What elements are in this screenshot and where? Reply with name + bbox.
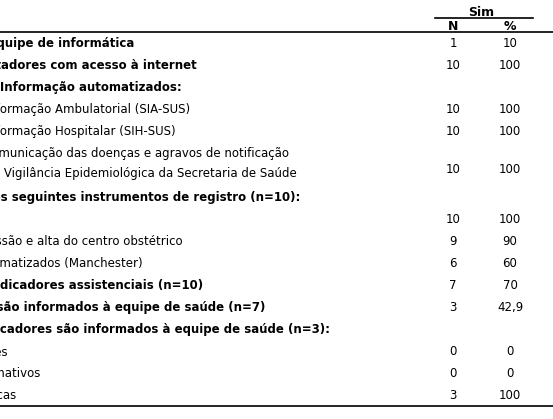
Text: 100: 100 [499, 213, 521, 226]
Text: Sistema de Informação Hospitalar (SIH-SUS): Sistema de Informação Hospitalar (SIH-SU… [0, 125, 176, 138]
Text: 1: 1 [449, 37, 457, 50]
Text: 90: 90 [503, 235, 518, 248]
Text: Como os indicadores são informados à equipe de saúde (n=3):: Como os indicadores são informados à equ… [0, 323, 330, 336]
Text: Reuniões clínicas: Reuniões clínicas [0, 389, 16, 402]
Text: 100: 100 [499, 389, 521, 402]
Text: 100: 100 [499, 103, 521, 116]
Text: %: % [504, 20, 517, 33]
Text: 0: 0 [507, 367, 514, 380]
Text: Livro de admissão e alta do centro obstétrico: Livro de admissão e alta do centro obsté… [0, 235, 182, 248]
Text: Serviço ou equipe de informática: Serviço ou equipe de informática [0, 37, 134, 50]
Text: 0: 0 [507, 345, 514, 358]
Text: 3: 3 [449, 301, 457, 314]
Text: 0: 0 [449, 367, 457, 380]
Text: 100: 100 [499, 125, 521, 138]
Text: Compulsória à Vigilância Epidemiológica da Secretaria de Saúde: Compulsória à Vigilância Epidemiológica … [0, 167, 297, 180]
Text: 7: 7 [449, 279, 457, 292]
Text: Utilização dos seguintes instrumentos de registro (n=10):: Utilização dos seguintes instrumentos de… [0, 191, 300, 204]
Text: 10: 10 [446, 103, 461, 116]
Text: Murais/cartazes: Murais/cartazes [0, 345, 9, 358]
Text: 100: 100 [499, 163, 521, 176]
Text: 60: 60 [503, 257, 518, 270]
Text: Cálculo de indicadores assistenciais (n=10): Cálculo de indicadores assistenciais (n=… [0, 279, 203, 292]
Text: 3: 3 [449, 389, 457, 402]
Text: Boletins informativos: Boletins informativos [0, 367, 40, 380]
Text: Sistemas informatizados (Manchester): Sistemas informatizados (Manchester) [0, 257, 143, 270]
Text: N: N [448, 20, 458, 33]
Text: 10: 10 [446, 163, 461, 176]
Text: Sistema de Informação Ambulatorial (SIA-SUS): Sistema de Informação Ambulatorial (SIA-… [0, 103, 190, 116]
Text: 70: 70 [503, 279, 518, 292]
Text: Indicadores são informados à equipe de saúde (n=7): Indicadores são informados à equipe de s… [0, 301, 265, 314]
Text: Sim: Sim [468, 6, 494, 19]
Text: 6: 6 [449, 257, 457, 270]
Text: Sistema de comunicação das doenças e agravos de notificação: Sistema de comunicação das doenças e agr… [0, 147, 289, 160]
Text: Microcomputadores com acesso à internet: Microcomputadores com acesso à internet [0, 59, 197, 72]
Text: 0: 0 [449, 345, 457, 358]
Text: 9: 9 [449, 235, 457, 248]
Text: Sistemas de Informação automatizados:: Sistemas de Informação automatizados: [0, 81, 182, 94]
Text: 10: 10 [446, 59, 461, 72]
Text: 10: 10 [446, 125, 461, 138]
Text: 42,9: 42,9 [497, 301, 523, 314]
Text: 10: 10 [446, 213, 461, 226]
Text: 10: 10 [503, 37, 518, 50]
Text: 100: 100 [499, 59, 521, 72]
